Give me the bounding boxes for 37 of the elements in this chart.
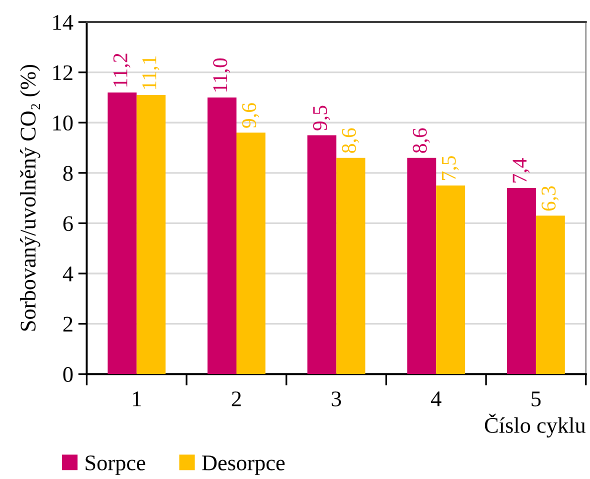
bar bbox=[407, 158, 436, 374]
y-tick-label: 12 bbox=[53, 65, 72, 80]
data-label: 11,1 bbox=[142, 56, 160, 89]
x-axis-title: Číslo cyklu bbox=[484, 414, 586, 438]
y-tick-label: 10 bbox=[53, 116, 73, 131]
bar bbox=[336, 158, 366, 374]
bar bbox=[208, 97, 236, 374]
y-axis-title: Sorbovaný/uvolněný CO₂ (%) bbox=[20, 64, 40, 331]
bar bbox=[436, 185, 466, 374]
x-tick-label: 3 bbox=[332, 391, 341, 406]
bar bbox=[236, 132, 266, 374]
bar bbox=[507, 188, 536, 374]
bar bbox=[108, 92, 137, 374]
data-label: 11,2 bbox=[113, 54, 130, 86]
data-label: 11,0 bbox=[213, 58, 230, 92]
data-label: 8,6 bbox=[342, 128, 359, 153]
data-label: 8,6 bbox=[412, 128, 430, 153]
bar bbox=[536, 216, 565, 374]
legend-label: Desorpce bbox=[202, 456, 285, 475]
x-tick-label: 2 bbox=[232, 391, 241, 406]
bar bbox=[307, 135, 336, 374]
legend-label: Sorpce bbox=[86, 455, 146, 475]
data-label: 7,5 bbox=[442, 156, 459, 180]
data-label: 6,3 bbox=[542, 186, 559, 211]
bar bbox=[136, 94, 166, 374]
data-label: 7,4 bbox=[512, 158, 530, 182]
y-tick-label: 0 bbox=[63, 367, 73, 382]
x-tick-label: 1 bbox=[133, 392, 141, 406]
x-tick-label: 4 bbox=[431, 392, 442, 406]
data-label: 9,5 bbox=[313, 106, 330, 130]
x-tick-label: 5 bbox=[532, 392, 541, 406]
y-tick-label: 8 bbox=[63, 166, 73, 181]
data-label: 9,6 bbox=[242, 103, 260, 128]
y-tick-label: 4 bbox=[62, 266, 74, 282]
y-tick-label: 2 bbox=[63, 316, 72, 332]
y-tick-label: 6 bbox=[63, 216, 73, 232]
y-tick-label: 14 bbox=[53, 15, 74, 30]
